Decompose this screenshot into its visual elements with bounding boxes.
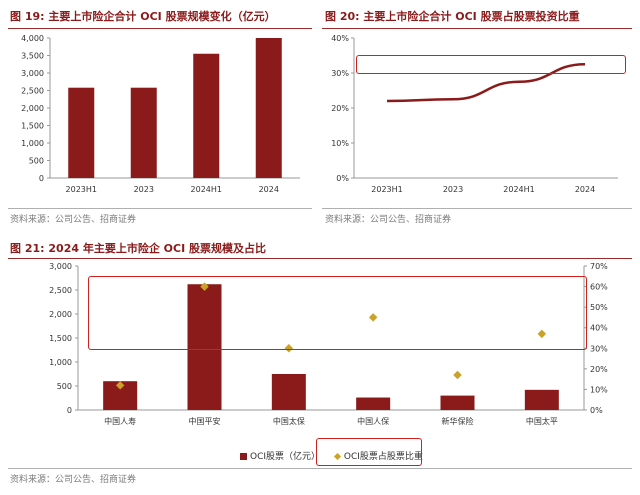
fig21-y-tick-label-left: 0 <box>67 406 72 415</box>
fig21-bar <box>524 389 559 410</box>
fig20-y-tick-label: 40% <box>331 34 349 43</box>
fig19-y-tick-label: 3,000 <box>21 69 44 78</box>
fig21-y-tick-label-right: 30% <box>590 344 608 353</box>
fig21-source-rule <box>8 468 632 469</box>
fig20-title: 图 20: 主要上市险企合计 OCI 股票占股票投资比重 <box>325 8 580 24</box>
fig21-y-tick-label-right: 70% <box>590 262 608 271</box>
fig21-y-tick-label-right: 40% <box>590 324 608 333</box>
fig20-chart: 0% 10% 20% 30% 40% 2023H1 2023 2024H1 2024 <box>331 34 618 194</box>
fig20-source: 资料来源：公司公告、招商证券 <box>325 215 452 225</box>
fig19-label: 图 19: <box>10 10 45 23</box>
fig21-y-tick-label-right: 0% <box>590 406 603 415</box>
fig21-title-text: 2024 年主要上市险企 OCI 股票规模及占比 <box>48 242 267 255</box>
fig21-x-tick-label: 中国平安 <box>189 416 221 426</box>
fig19-y-tick-label: 1,500 <box>21 122 44 131</box>
fig20-line <box>386 63 586 103</box>
fig21-scatter-point <box>537 329 547 339</box>
fig19-title-text: 主要上市险企合计 OCI 股票规模变化（亿元） <box>48 10 276 23</box>
fig21-chart: 0 500 1,000 1,500 2,000 2,500 3,000 0% 10% 20% 30%… <box>49 262 608 426</box>
fig19-bar <box>255 38 282 178</box>
fig20-x-tick-label: 2024H1 <box>503 185 534 194</box>
fig21-x-tick-label: 中国太平 <box>526 416 558 426</box>
fig21-x-tick-label: 中国太保 <box>273 416 305 426</box>
fig19-y-tick-label: 1,000 <box>21 139 44 148</box>
fig20-x-tick-label: 2024 <box>575 185 595 194</box>
fig19-y-tick-label: 2,500 <box>21 87 44 96</box>
fig19-y-tick-label: 0 <box>39 174 44 183</box>
fig21-x-tick-label: 中国人保 <box>357 416 389 426</box>
fig20-y-tick-label: 20% <box>331 104 349 113</box>
fig21-source: 资料来源：公司公告、招商证券 <box>10 475 137 485</box>
fig20-y-tick-label: 30% <box>331 69 349 78</box>
fig21-legend: OCI股票（亿元） OCI股票占股票比重 <box>240 449 423 462</box>
fig19-source: 资料来源：公司公告、招商证券 <box>10 215 137 225</box>
fig20-title-rule <box>322 28 632 29</box>
fig21-y-tick-label-left: 1,500 <box>49 334 72 343</box>
fig21-bar <box>187 284 222 410</box>
fig21-highlight-box <box>88 276 587 350</box>
fig21-scatter-point <box>115 381 125 390</box>
fig20-highlight-box <box>356 55 626 74</box>
fig21-y-tick-label-left: 2,500 <box>49 286 72 295</box>
fig21-scatter-point <box>453 370 462 380</box>
fig19-title-rule <box>8 28 312 29</box>
fig21-y-tick-label-right: 20% <box>590 365 608 374</box>
fig20-title-text: 主要上市险企合计 OCI 股票占股票投资比重 <box>363 10 580 23</box>
fig20-x-tick-label: 2023H1 <box>371 185 402 194</box>
fig20-label: 图 20: <box>325 10 360 23</box>
fig21-y-tick-label-right: 10% <box>590 385 608 394</box>
fig21-title: 图 21: 2024 年主要上市险企 OCI 股票规模及占比 <box>10 240 266 256</box>
fig20-y-tick-label: 10% <box>331 139 349 148</box>
fig21-scatter-point <box>284 344 294 353</box>
fig19-bar <box>193 53 220 178</box>
fig21-bar <box>356 397 391 410</box>
legend-scatter-label: OCI股票占股票比重 <box>343 452 423 462</box>
fig19-y-tick-label: 2,000 <box>21 104 44 113</box>
fig21-y-tick-label-right: 60% <box>590 283 608 292</box>
fig21-y-tick-label-left: 1,000 <box>49 358 72 367</box>
fig21-legend-highlight-box <box>316 438 422 466</box>
fig20-x-tick-label: 2023 <box>443 185 463 194</box>
fig19-bar <box>130 87 157 178</box>
fig21-y-tick-label-right: 50% <box>590 303 608 312</box>
fig19-x-tick-label: 2023 <box>134 185 154 194</box>
fig19-y-tick-label: 4,000 <box>21 34 44 43</box>
fig19-bar <box>68 87 95 178</box>
fig21-y-tick-label-left: 3,000 <box>49 262 72 271</box>
fig21-scatter-point <box>368 313 378 322</box>
fig19-x-tick-label: 2023H1 <box>66 185 97 194</box>
fig21-title-rule <box>8 258 632 259</box>
fig19-x-tick-label: 2024H1 <box>191 185 222 194</box>
fig21-y-tick-label-left: 2,000 <box>49 310 72 319</box>
fig19-chart: 0 500 1,000 1,500 2,000 2,500 3,000 3,500 4,000 2… <box>21 34 300 194</box>
fig19-x-tick-label: 2024 <box>259 185 279 194</box>
fig19-y-tick-label: 500 <box>29 157 44 166</box>
fig20-source-rule <box>322 208 632 209</box>
fig19-title: 图 19: 主要上市险企合计 OCI 股票规模变化（亿元） <box>10 8 276 24</box>
fig21-bar <box>440 395 475 410</box>
legend-bar-swatch <box>240 453 247 460</box>
fig21-bar <box>271 374 306 410</box>
fig21-x-tick-label: 中国人寿 <box>104 416 136 426</box>
legend-bar-label: OCI股票（亿元） <box>250 452 321 462</box>
fig20-y-tick-label: 0% <box>336 174 349 183</box>
fig21-y-tick-label-left: 500 <box>57 382 72 391</box>
fig21-x-tick-label: 新华保险 <box>442 416 474 426</box>
fig19-source-rule <box>8 208 312 209</box>
fig21-label: 图 21: <box>10 242 45 255</box>
fig19-y-tick-label: 3,500 <box>21 52 44 61</box>
